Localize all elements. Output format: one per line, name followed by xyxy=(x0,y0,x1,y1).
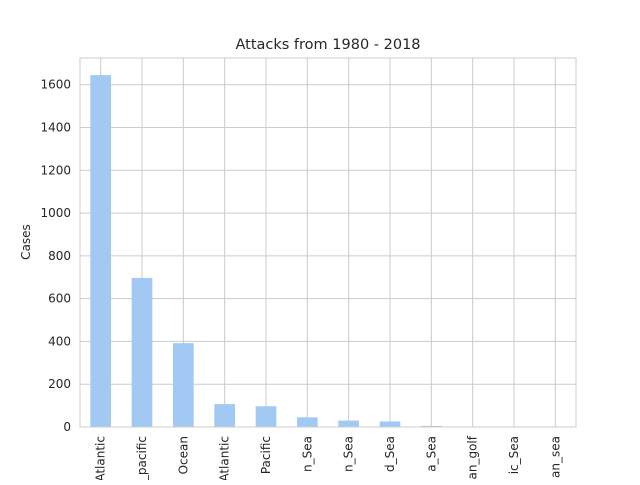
y-tick-label: 1400 xyxy=(40,121,71,135)
y-tick-label: 1600 xyxy=(40,78,71,92)
x-tick-label: Ocean xyxy=(176,436,190,474)
x-tick-label: ic_Sea xyxy=(507,436,521,474)
y-tick-label: 0 xyxy=(63,420,71,434)
x-tick-label: n_Sea xyxy=(342,436,356,472)
bar-7 xyxy=(338,421,359,427)
x-tick-label: d_Sea xyxy=(383,436,397,472)
x-tick-label: an_golf xyxy=(466,435,480,479)
y-tick-label: 400 xyxy=(48,334,71,348)
bar-3 xyxy=(173,343,194,427)
bar-5 xyxy=(256,406,277,427)
x-tick-label: an_sea xyxy=(548,436,562,478)
x-tick-label: a_Sea xyxy=(424,436,438,472)
x-tick-label: n_Sea xyxy=(300,436,314,472)
plot-frame xyxy=(80,58,576,427)
y-tick-label: 200 xyxy=(48,377,71,391)
y-tick-label: 600 xyxy=(48,292,71,306)
y-tick-label: 1000 xyxy=(40,206,71,220)
x-tick-label: Pacific xyxy=(259,436,273,474)
bar-4 xyxy=(214,404,235,427)
chart-title: Attacks from 1980 - 2018 xyxy=(235,37,420,53)
y-tick-label: 800 xyxy=(48,249,71,263)
x-tick-label: Atlantic xyxy=(218,436,232,480)
gridlines xyxy=(80,58,576,427)
bar-1 xyxy=(90,75,111,427)
x-tick-label: Atlantic xyxy=(94,436,108,480)
y-axis-label: Cases xyxy=(19,224,33,260)
bar-6 xyxy=(297,417,318,427)
y-tick-label: 1200 xyxy=(40,163,71,177)
y-tick-labels: 0 200 400 600 800 1000 1200 1400 1600 xyxy=(40,78,71,434)
bar-8 xyxy=(380,421,401,427)
bar-2 xyxy=(132,278,153,427)
x-tick-label: _pacific xyxy=(135,436,149,480)
x-tick-labels: Atlantic _pacific Ocean Atlantic Pacific n_Se… xyxy=(94,435,563,480)
